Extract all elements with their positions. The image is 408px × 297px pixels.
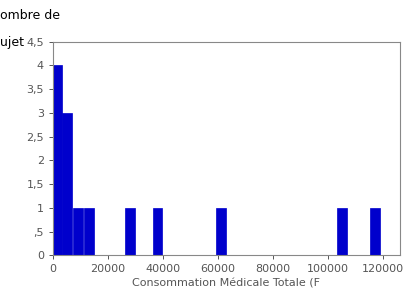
Bar [153, 208, 162, 255]
X-axis label: Consommation Médicale Totale (F: Consommation Médicale Totale (F [133, 279, 320, 289]
Bar [337, 208, 347, 255]
Bar [216, 208, 226, 255]
Bar [125, 208, 135, 255]
Bar [84, 208, 94, 255]
Text: ombre de: ombre de [0, 9, 60, 22]
Bar [73, 208, 83, 255]
Bar [370, 208, 380, 255]
Text: ujet: ujet [0, 36, 24, 49]
Bar [52, 65, 62, 255]
Bar [62, 113, 72, 255]
